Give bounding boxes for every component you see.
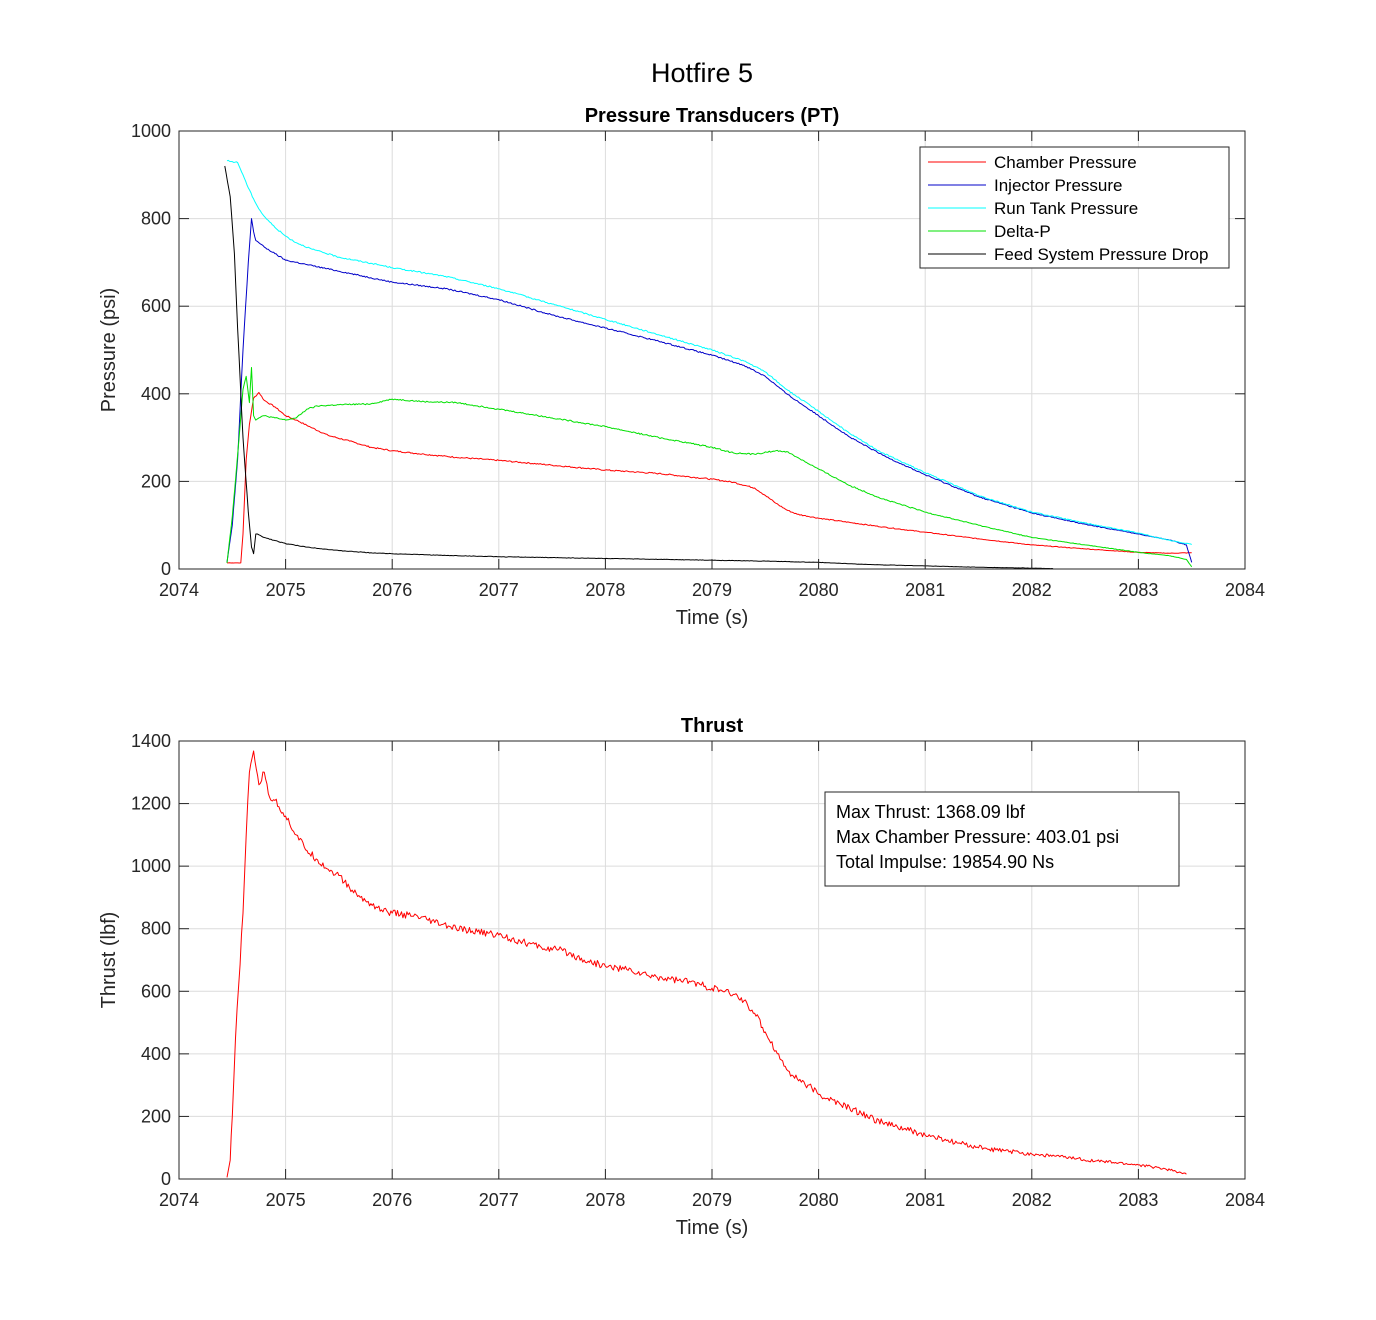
legend-entry-chamber-pressure: Chamber Pressure bbox=[928, 153, 1137, 172]
legend-label-injector-pressure: Injector Pressure bbox=[994, 176, 1123, 195]
legend-label-chamber-pressure: Chamber Pressure bbox=[994, 153, 1137, 172]
series-line-thrust bbox=[226, 750, 1187, 1178]
thrust-series-layer bbox=[226, 750, 1187, 1178]
pressure-x-tick-label: 2083 bbox=[1118, 580, 1158, 600]
thrust-annotation-box: Max Thrust: 1368.09 lbf Max Chamber Pres… bbox=[824, 791, 1180, 887]
thrust-x-label: Time (s) bbox=[676, 1217, 749, 1239]
pressure-axes: 2074 2075 2076 2077 2078 2079 2080 2081 2082 2083… bbox=[98, 105, 1265, 629]
thrust-y-tick-label: 200 bbox=[141, 1106, 171, 1126]
legend-entry-run-tank-pressure: Run Tank Pressure bbox=[928, 199, 1138, 218]
pressure-ticks: 2074 2075 2076 2077 2078 2079 2080 2081 2082 2083… bbox=[131, 121, 1265, 600]
pressure-y-tick-label: 0 bbox=[161, 559, 171, 579]
pressure-legend: Chamber Pressure Injector Pressure Run T… bbox=[919, 146, 1230, 269]
thrust-x-tick-label: 2083 bbox=[1118, 1190, 1158, 1210]
legend-label-run-tank-pressure: Run Tank Pressure bbox=[994, 199, 1138, 218]
series-line-delta-p bbox=[226, 367, 1193, 568]
pressure-y-tick-label: 800 bbox=[141, 209, 171, 229]
annotation-total-impulse: Total Impulse: 19854.90 Ns bbox=[836, 852, 1054, 872]
thrust-x-tick-label: 2077 bbox=[479, 1190, 519, 1210]
thrust-x-tick-label: 2082 bbox=[1012, 1190, 1052, 1210]
series-line-feed-system-pressure-drop bbox=[224, 165, 1054, 570]
thrust-ticks: 2074 2075 2076 2077 2078 2079 2080 2081 2082 2083… bbox=[131, 731, 1265, 1210]
annotation-max-chamber-pressure: Max Chamber Pressure: 403.01 psi bbox=[836, 827, 1119, 847]
legend-entry-feed-system-pressure-drop: Feed System Pressure Drop bbox=[928, 245, 1208, 264]
pressure-x-tick-label: 2074 bbox=[159, 580, 199, 600]
series-line-run-tank-pressure bbox=[226, 159, 1192, 545]
pressure-y-tick-label: 400 bbox=[141, 384, 171, 404]
figure-title: Hotfire 5 bbox=[651, 58, 753, 88]
thrust-y-tick-label: 400 bbox=[141, 1044, 171, 1064]
thrust-axes: 2074 2075 2076 2077 2078 2079 2080 2081 2082 2083… bbox=[98, 715, 1265, 1239]
pressure-x-tick-label: 2077 bbox=[479, 580, 519, 600]
pressure-y-tick-label: 1000 bbox=[131, 121, 171, 141]
thrust-y-tick-label: 800 bbox=[141, 919, 171, 939]
legend-label-feed-system-pressure-drop: Feed System Pressure Drop bbox=[994, 245, 1208, 264]
pressure-x-tick-label: 2079 bbox=[692, 580, 732, 600]
legend-label-delta-p: Delta-P bbox=[994, 222, 1051, 241]
pressure-y-label: Pressure (psi) bbox=[98, 288, 120, 412]
pressure-series-layer bbox=[224, 159, 1193, 570]
series-line-chamber-pressure bbox=[227, 392, 1192, 564]
thrust-y-tick-label: 600 bbox=[141, 981, 171, 1001]
thrust-x-tick-label: 2079 bbox=[692, 1190, 732, 1210]
thrust-x-tick-label: 2081 bbox=[905, 1190, 945, 1210]
thrust-y-tick-label: 0 bbox=[161, 1169, 171, 1189]
thrust-y-tick-label: 1000 bbox=[131, 856, 171, 876]
annotation-box bbox=[824, 791, 1180, 887]
pressure-y-tick-label: 600 bbox=[141, 296, 171, 316]
series-line-injector-pressure bbox=[226, 218, 1193, 563]
pressure-y-tick-label: 200 bbox=[141, 471, 171, 491]
thrust-axes-title: Thrust bbox=[681, 715, 744, 737]
thrust-x-tick-label: 2078 bbox=[585, 1190, 625, 1210]
thrust-y-label: Thrust (lbf) bbox=[98, 912, 120, 1009]
pressure-x-tick-label: 2080 bbox=[799, 580, 839, 600]
annotation-max-thrust: Max Thrust: 1368.09 lbf bbox=[836, 802, 1026, 822]
pressure-x-tick-label: 2084 bbox=[1225, 580, 1265, 600]
legend-entry-delta-p: Delta-P bbox=[928, 222, 1051, 241]
pressure-axes-title: Pressure Transducers (PT) bbox=[585, 105, 840, 127]
thrust-x-tick-label: 2080 bbox=[799, 1190, 839, 1210]
thrust-x-tick-label: 2084 bbox=[1225, 1190, 1265, 1210]
thrust-y-tick-label: 1400 bbox=[131, 731, 171, 751]
pressure-x-tick-label: 2076 bbox=[372, 580, 412, 600]
pressure-x-tick-label: 2078 bbox=[585, 580, 625, 600]
thrust-x-tick-label: 2076 bbox=[372, 1190, 412, 1210]
thrust-y-tick-label: 1200 bbox=[131, 794, 171, 814]
thrust-x-tick-label: 2074 bbox=[159, 1190, 199, 1210]
pressure-x-tick-label: 2075 bbox=[266, 580, 306, 600]
legend-entry-injector-pressure: Injector Pressure bbox=[928, 176, 1123, 195]
pressure-x-label: Time (s) bbox=[676, 607, 749, 629]
pressure-x-tick-label: 2081 bbox=[905, 580, 945, 600]
pressure-x-tick-label: 2082 bbox=[1012, 580, 1052, 600]
thrust-x-tick-label: 2075 bbox=[266, 1190, 306, 1210]
